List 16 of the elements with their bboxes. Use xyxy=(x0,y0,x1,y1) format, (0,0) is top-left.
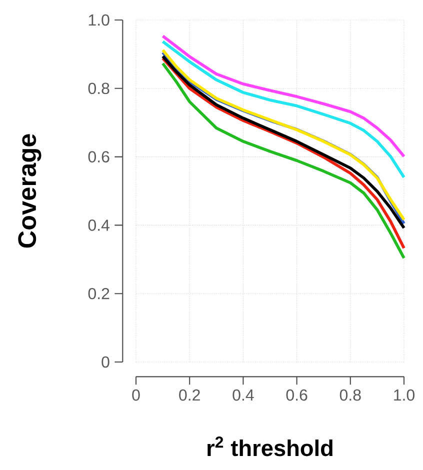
x-tick-label: 0.8 xyxy=(340,389,361,401)
y-tick-label: 1.0 xyxy=(88,14,110,26)
y-tick-label: 0.6 xyxy=(88,151,110,162)
line-series xyxy=(161,40,406,179)
x-tick-label: 0.6 xyxy=(286,389,308,401)
y-tick-label: 0.8 xyxy=(88,82,110,94)
y-tick-label: 0.4 xyxy=(88,220,110,231)
x-tick-label: 1.0 xyxy=(394,389,414,401)
y-tick-label: 0 xyxy=(102,356,110,368)
x-tick-label: 0.2 xyxy=(179,389,200,401)
x-tick-label: 0.4 xyxy=(232,389,254,401)
line-series xyxy=(161,34,406,158)
y-tick-label: 0.2 xyxy=(88,288,110,300)
x-axis-title: r$^{2}$ threshold xyxy=(208,436,332,456)
x-tick-label: 0 xyxy=(132,389,140,401)
y-axis-title: Coverage xyxy=(18,134,42,248)
